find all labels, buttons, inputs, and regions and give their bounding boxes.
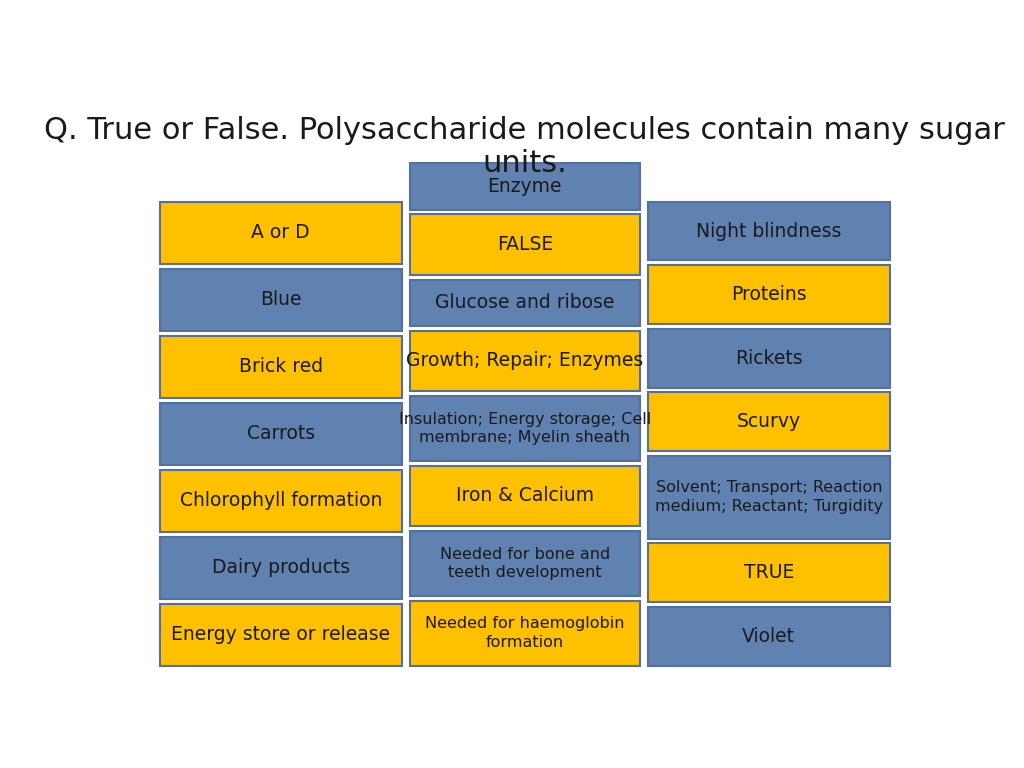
FancyBboxPatch shape xyxy=(648,607,890,666)
Text: Scurvy: Scurvy xyxy=(737,412,801,432)
Text: Insulation; Energy storage; Cell
membrane; Myelin sheath: Insulation; Energy storage; Cell membran… xyxy=(398,412,651,445)
FancyBboxPatch shape xyxy=(410,280,640,326)
Text: A or D: A or D xyxy=(252,223,310,242)
FancyBboxPatch shape xyxy=(648,201,890,260)
FancyBboxPatch shape xyxy=(648,329,890,388)
FancyBboxPatch shape xyxy=(410,396,640,461)
FancyBboxPatch shape xyxy=(410,331,640,391)
Text: Carrots: Carrots xyxy=(247,424,314,443)
Text: Needed for haemoglobin
formation: Needed for haemoglobin formation xyxy=(425,617,625,650)
FancyBboxPatch shape xyxy=(410,163,640,210)
FancyBboxPatch shape xyxy=(160,201,401,264)
Text: Enzyme: Enzyme xyxy=(487,177,562,196)
Text: FALSE: FALSE xyxy=(497,235,553,254)
FancyBboxPatch shape xyxy=(410,465,640,526)
FancyBboxPatch shape xyxy=(410,531,640,596)
Text: Brick red: Brick red xyxy=(239,357,323,376)
FancyBboxPatch shape xyxy=(648,543,890,602)
Text: Blue: Blue xyxy=(260,290,301,310)
FancyBboxPatch shape xyxy=(160,269,401,331)
FancyBboxPatch shape xyxy=(160,537,401,599)
Text: Glucose and ribose: Glucose and ribose xyxy=(435,293,614,313)
Text: Violet: Violet xyxy=(742,627,796,646)
FancyBboxPatch shape xyxy=(410,601,640,666)
FancyBboxPatch shape xyxy=(648,456,890,538)
Text: Dairy products: Dairy products xyxy=(212,558,350,578)
FancyBboxPatch shape xyxy=(160,604,401,666)
FancyBboxPatch shape xyxy=(410,214,640,275)
Text: Growth; Repair; Enzymes: Growth; Repair; Enzymes xyxy=(407,352,643,370)
FancyBboxPatch shape xyxy=(160,402,401,465)
Text: Needed for bone and
teeth development: Needed for bone and teeth development xyxy=(439,547,610,580)
FancyBboxPatch shape xyxy=(160,469,401,531)
Text: Night blindness: Night blindness xyxy=(696,221,842,240)
FancyBboxPatch shape xyxy=(648,392,890,452)
Text: TRUE: TRUE xyxy=(743,563,794,582)
FancyBboxPatch shape xyxy=(648,265,890,324)
Text: Energy store or release: Energy store or release xyxy=(171,625,390,644)
Text: Chlorophyll formation: Chlorophyll formation xyxy=(179,492,382,510)
Text: Rickets: Rickets xyxy=(735,349,803,368)
FancyBboxPatch shape xyxy=(160,336,401,398)
Text: Q. True or False. Polysaccharide molecules contain many sugar
units.: Q. True or False. Polysaccharide molecul… xyxy=(44,116,1006,178)
Text: Proteins: Proteins xyxy=(731,285,807,304)
Text: Iron & Calcium: Iron & Calcium xyxy=(456,486,594,505)
Text: Solvent; Transport; Reaction
medium; Reactant; Turgidity: Solvent; Transport; Reaction medium; Rea… xyxy=(654,481,883,514)
